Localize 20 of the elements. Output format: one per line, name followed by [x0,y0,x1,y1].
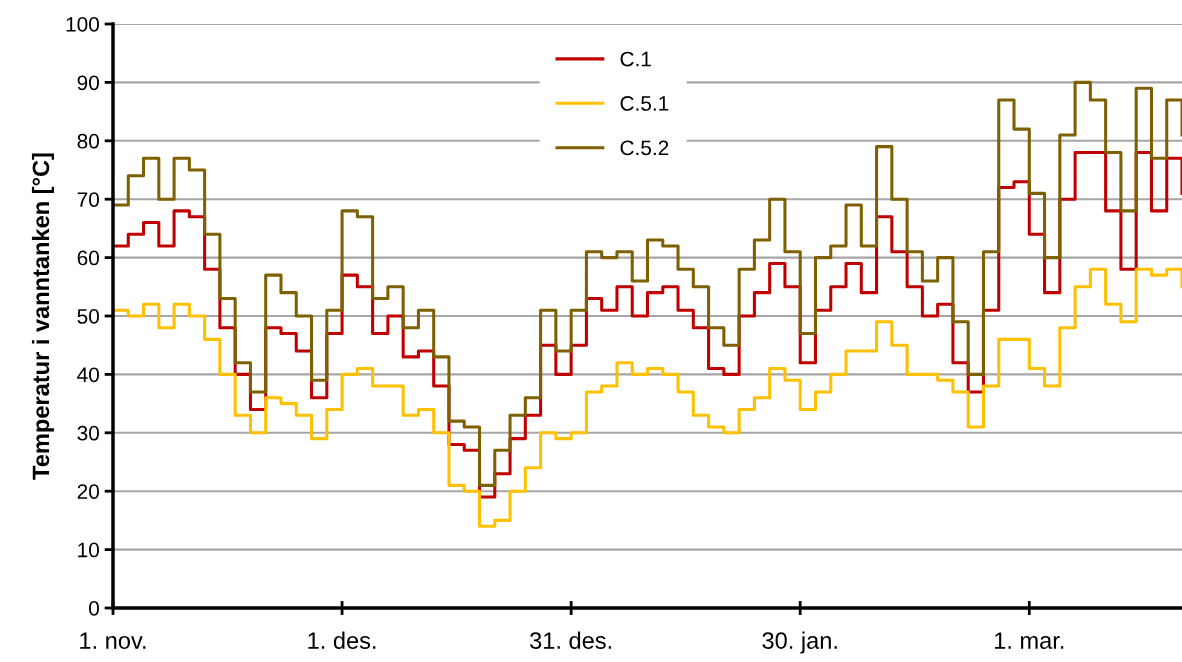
y-tick-label: 50 [77,309,99,324]
legend-label: C.5.2 [620,140,669,156]
x-tick-label: 30. jan. [762,631,837,654]
legend-label: C.5.1 [620,96,669,111]
y-tick-label: 70 [77,192,99,207]
y-tick-label: 10 [78,542,99,558]
y-tick-label: 80 [77,133,99,149]
y-tick-label: 0 [89,601,99,616]
y-tick-label: 40 [77,367,99,383]
y-tick-label: 30 [77,425,99,441]
x-tick-label: 1. nov. [80,632,146,649]
x-tick-label: 31. des. [530,631,611,649]
x-tick-label: 1. mar. [995,632,1064,649]
y-axis-title: Temperatur i vanntanken [°C] [31,153,54,480]
y-tick-label: 20 [77,484,99,499]
x-tick-label: 1. des. [308,631,376,649]
y-tick-label: 60 [77,250,99,266]
y-tick-label: 90 [77,75,99,91]
legend-label: C.1 [620,51,651,67]
y-tick-label: 100 [66,17,99,32]
